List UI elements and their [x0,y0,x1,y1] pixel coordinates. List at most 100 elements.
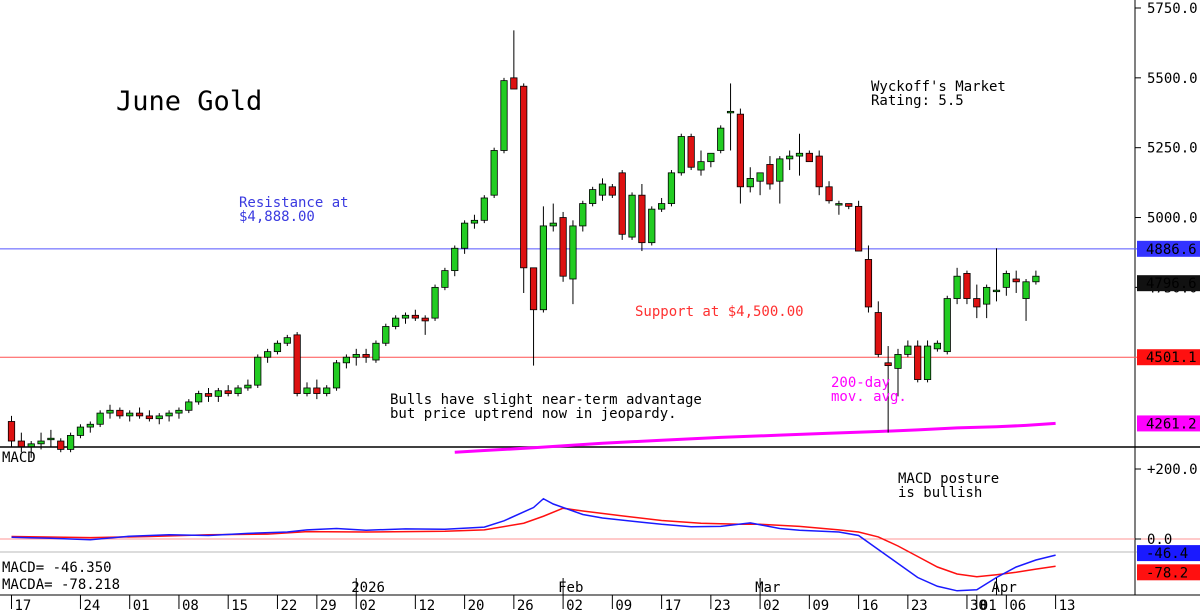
candle-body [421,317,429,322]
candle-body [214,390,222,397]
candle [520,83,528,293]
candle [47,429,55,447]
candle [697,150,705,176]
candle-body [697,161,705,171]
candle-body [825,186,833,202]
candle [401,312,410,324]
candle-body [1032,275,1040,283]
candle [608,184,616,198]
date-tick-label: 02 [566,598,583,613]
candle-body [746,178,754,188]
candle-body [175,409,183,414]
candle-body [7,421,16,442]
candle-body [618,172,626,235]
macda-readout: MACDA= -78.218 [2,577,120,593]
date-tick-label: 23 [714,598,731,613]
candle [195,390,203,405]
badge-macd-label: -46.4 [1146,546,1188,562]
macd-tick-label: +200.0 [1147,462,1198,478]
candle-body [786,155,794,160]
candle-body [559,217,567,277]
candle [116,407,124,419]
candle [17,432,25,453]
badge-ma200-label: 4261.2 [1146,416,1197,432]
macd-panel-label: MACD [2,450,36,466]
candle-body [983,286,991,305]
candle [894,348,902,397]
candle-body [165,412,173,417]
candle [746,167,754,193]
candle-body [1022,281,1030,299]
candle [914,340,922,383]
candle-body [283,337,291,344]
candle [1002,270,1010,296]
candle [579,200,587,232]
candle-body [658,203,666,210]
candle-body [815,155,823,188]
candle [126,410,134,422]
candle [766,156,774,190]
candle [460,220,469,254]
candle-body [707,152,715,163]
price-tick-label: 5750.0 [1147,1,1198,17]
candle-body [529,267,538,311]
candle [943,295,951,355]
candle [155,413,163,425]
candle [805,150,813,163]
badge-support-label: 4501.1 [1146,350,1197,366]
candle-body [362,354,370,358]
candle-body [923,345,932,380]
candle-body [805,152,813,163]
candle [795,133,804,176]
candle [933,340,942,352]
candle-body [451,247,459,272]
candle [135,407,144,419]
candle [638,184,646,252]
candle-body [874,312,882,355]
macd-posture-1: MACD posture [898,471,999,487]
ma200-line [454,421,1056,454]
rating-line-2: Rating: 5.5 [871,93,964,109]
candle-body [273,342,282,353]
candle-body [441,270,449,288]
period-label: 2026 [351,580,385,596]
candle-body [106,409,114,414]
candle-body [933,342,942,350]
candle-body [185,401,193,411]
candle [96,410,104,428]
date-tick-label: 26 [517,598,534,613]
candle [589,186,597,207]
candle-body [372,342,380,361]
candle-body [549,222,557,227]
candle-body [323,387,331,394]
candle [76,424,85,439]
period-label: Mar [755,580,780,596]
candle [815,150,823,196]
candle [835,200,843,215]
date-tick-label: 13 [1059,598,1076,613]
candle-body [460,222,469,249]
candle [529,267,538,366]
candle-body [736,113,745,188]
candle-body [116,409,124,417]
candle [470,214,479,229]
candle [884,346,892,433]
candle [372,340,380,363]
candle-body [303,387,311,394]
candle-body [1012,278,1020,283]
candle [382,323,390,347]
bulls-note-1: Bulls have slight near-term advantage [390,392,702,408]
candle [707,152,715,168]
date-tick-label: 17 [665,598,682,613]
candle-body [27,443,35,448]
badge-macd [1137,545,1200,562]
candle-body [401,314,410,319]
date-tick-label: 01 [133,598,150,613]
candle [165,410,173,422]
candle [293,332,301,397]
candle [677,133,685,176]
candle-body [234,387,242,394]
candle-body [17,440,25,448]
candle [254,354,262,388]
candle-body [835,203,843,206]
